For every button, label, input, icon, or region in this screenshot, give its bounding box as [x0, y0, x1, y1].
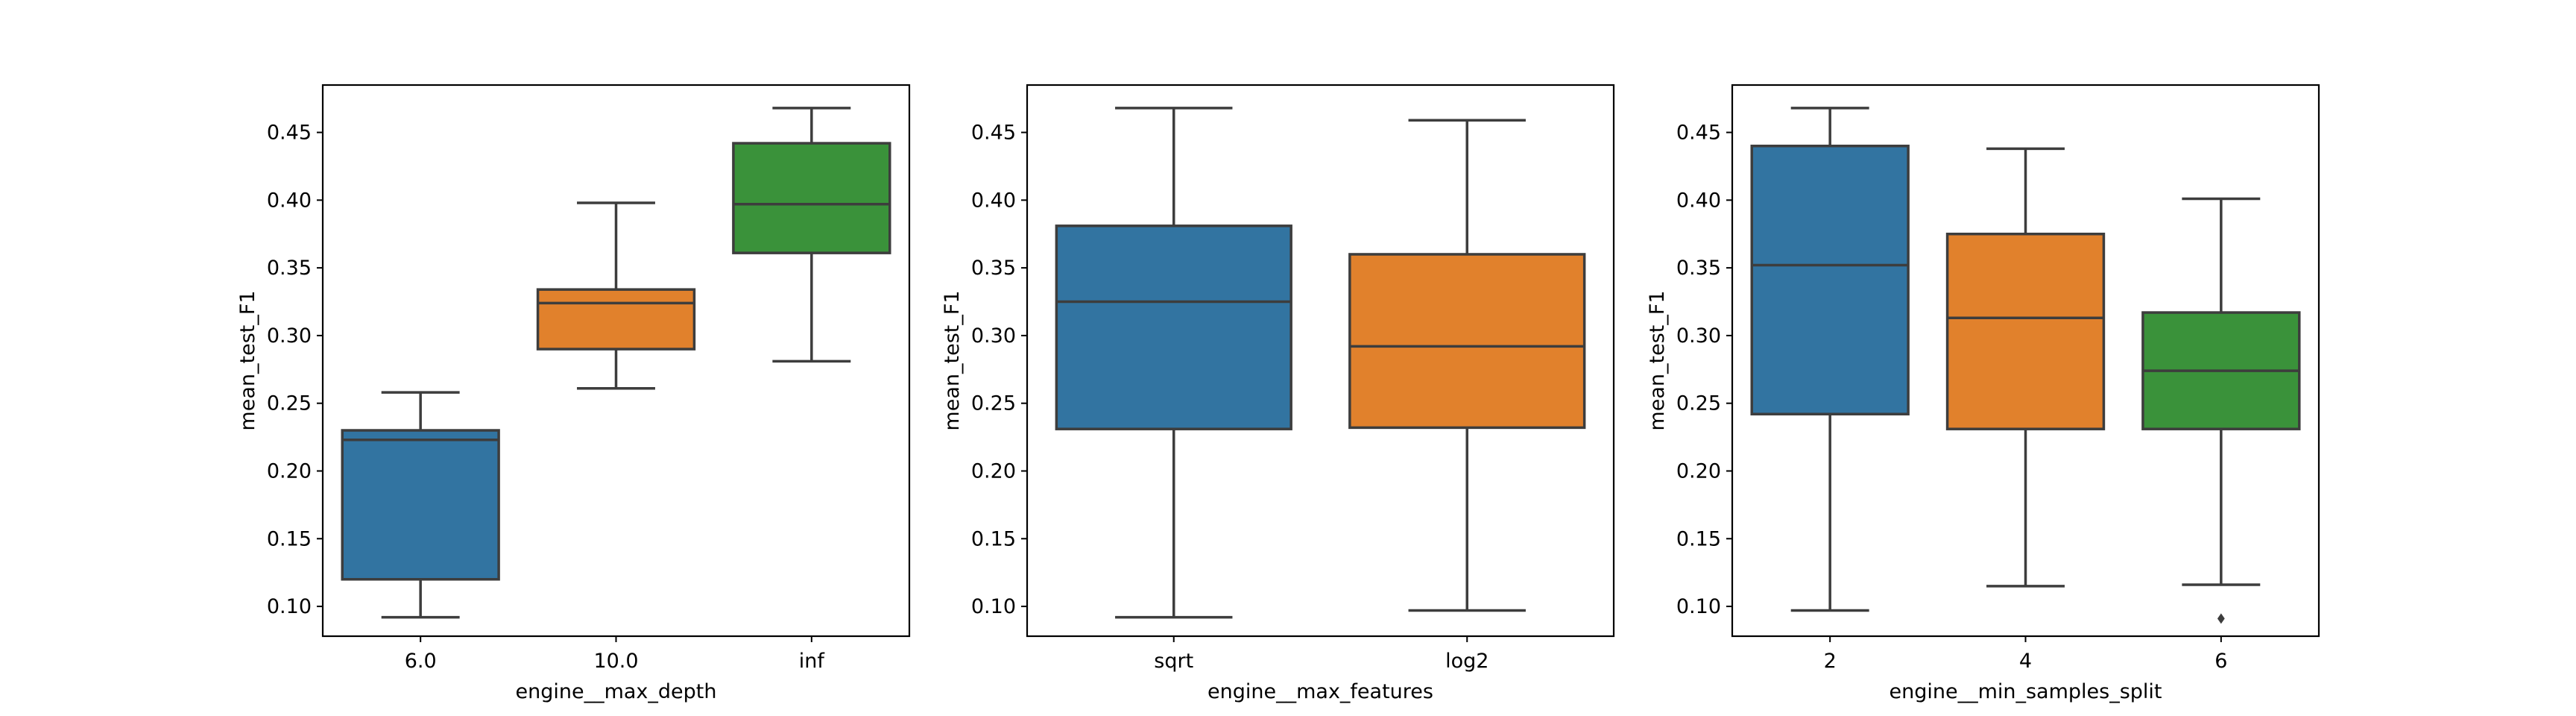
box-body	[1750, 144, 1910, 415]
y-tick-label: 0.25	[267, 392, 312, 415]
y-tick-label: 0.25	[1676, 392, 1721, 415]
box-6	[2141, 197, 2301, 624]
y-tick-label: 0.15	[971, 527, 1016, 550]
y-tick-label: 0.30	[971, 324, 1016, 348]
y-tick-label: 0.10	[971, 595, 1016, 618]
x-axis-label: engine__min_samples_split	[1889, 680, 2162, 703]
y-tick-label: 0.20	[971, 459, 1016, 483]
x-tick-label: 2	[1824, 650, 1837, 673]
axes-frame	[1026, 84, 1615, 638]
y-tick-label: 0.30	[267, 324, 312, 348]
box-6.0	[341, 391, 500, 619]
y-tick-label: 0.45	[971, 122, 1016, 145]
box-4	[1945, 147, 2106, 588]
box-sqrt	[1055, 107, 1292, 619]
y-axis-label: mean_test_F1	[236, 290, 259, 430]
y-tick-label: 0.15	[267, 527, 312, 550]
y-tick-label: 0.20	[1676, 459, 1721, 483]
box-body	[1055, 224, 1292, 430]
x-tick-label: 4	[2019, 650, 2032, 673]
y-tick-label: 0.35	[1676, 257, 1721, 280]
y-tick-label: 0.40	[1676, 189, 1721, 212]
x-tick-label: log2	[1445, 650, 1489, 673]
x-tick-label: 6.0	[405, 650, 437, 673]
y-tick-label: 0.35	[971, 257, 1016, 280]
y-tick-label: 0.15	[1676, 527, 1721, 550]
y-axis-label: mean_test_F1	[941, 290, 964, 430]
y-tick-label: 0.45	[267, 122, 312, 145]
subplot-max-depth: 0.10 0.15 0.20 0.25 0.30 0.35 0.40 0.45 6.0 10.0 i…	[236, 84, 911, 703]
box-inf	[732, 107, 891, 363]
y-tick-label: 0.20	[267, 459, 312, 483]
y-tick-label: 0.30	[1676, 324, 1721, 348]
box-log2	[1348, 119, 1586, 612]
x-tick-label: inf	[799, 650, 826, 673]
box-2	[1750, 107, 1910, 612]
box-body	[1945, 232, 2106, 430]
y-tick-label: 0.35	[267, 257, 312, 280]
outlier-marker	[2217, 613, 2225, 624]
x-tick-label: 10.0	[593, 650, 638, 673]
x-axis-label: engine__max_depth	[516, 680, 717, 703]
y-tick-label: 0.25	[971, 392, 1016, 415]
y-tick-label: 0.10	[1676, 595, 1721, 618]
x-tick-label: sqrt	[1154, 650, 1193, 673]
y-tick-label: 0.10	[267, 595, 312, 618]
x-tick-label: 6	[2214, 650, 2227, 673]
subplot-max-features: 0.10 0.15 0.20 0.25 0.30 0.35 0.40 0.45 sqrt log2…	[941, 84, 1615, 703]
y-tick-label: 0.40	[971, 189, 1016, 212]
y-axis-label: mean_test_F1	[1646, 290, 1669, 430]
box-10.0	[536, 201, 696, 390]
box-body	[1348, 253, 1586, 430]
y-tick-label: 0.45	[1676, 122, 1721, 145]
box-body	[341, 429, 500, 581]
y-tick-label: 0.40	[267, 189, 312, 212]
x-axis-label: engine__max_features	[1208, 680, 1433, 703]
subplot-min-samples-split: 0.10 0.15 0.20 0.25 0.30 0.35 0.40 0.45 2 4 6 engin…	[1646, 84, 2320, 703]
box-body	[536, 288, 696, 351]
box-body	[732, 142, 891, 254]
